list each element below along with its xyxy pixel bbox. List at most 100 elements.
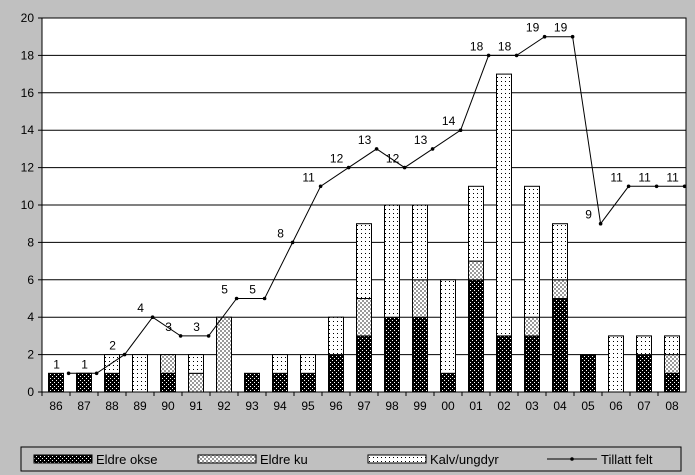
- bar-segment-eldre-okse: [300, 372, 316, 393]
- x-tick-label: 92: [217, 399, 231, 413]
- data-label: 14: [442, 114, 456, 128]
- data-label: 13: [414, 133, 428, 147]
- tillatt-felt-point: [178, 334, 183, 338]
- bar-segment-eldre-okse: [272, 372, 288, 393]
- x-tick-label: 95: [301, 399, 315, 413]
- data-label: 3: [193, 320, 200, 334]
- tillatt-felt-line: [66, 34, 687, 376]
- x-tick-label: 99: [413, 399, 427, 413]
- tillatt-felt-point: [682, 184, 687, 189]
- tillatt-felt-point: [66, 371, 71, 376]
- bar-segment-eldre-okse: [328, 354, 344, 393]
- bar-segment-eldre-okse: [580, 354, 596, 393]
- x-tick-label: 97: [357, 399, 371, 413]
- data-label: 9: [585, 208, 592, 222]
- tillatt-felt-point: [598, 221, 603, 226]
- data-label: 8: [277, 226, 284, 240]
- data-label: 11: [610, 170, 623, 184]
- y-tick-label: 20: [21, 11, 35, 25]
- x-tick-label: 02: [497, 399, 511, 413]
- y-tick-label: 0: [27, 385, 34, 399]
- y-tick-label: 10: [21, 198, 35, 212]
- bar-segment-eldre-ku: [552, 279, 568, 299]
- y-tick-label: 16: [21, 86, 35, 100]
- bar-segment-eldre-ku: [188, 372, 204, 393]
- x-tick-label: 86: [49, 399, 63, 413]
- tillatt-felt-point: [542, 34, 547, 39]
- x-tick-label: 90: [161, 399, 175, 413]
- bar-segment-kalv-ungdyr: [440, 279, 456, 374]
- bar-segment-eldre-okse: [356, 335, 372, 393]
- bar-segment-eldre-okse: [412, 316, 428, 393]
- bar-segment-kalv-ungdyr: [468, 185, 484, 262]
- tillatt-felt-point: [290, 240, 295, 245]
- bar-segment-eldre-okse: [496, 335, 512, 393]
- y-tick-label: 2: [27, 348, 34, 362]
- bars: [48, 73, 680, 393]
- legend-label-eldre-okse: Eldre okse: [96, 452, 157, 467]
- grid: [42, 17, 686, 393]
- legend-label-tillatt-felt: Tillatt felt: [601, 452, 653, 467]
- bar-segment-eldre-okse: [160, 372, 176, 393]
- data-label: 11: [666, 170, 679, 184]
- bar-segment-eldre-okse: [524, 335, 540, 393]
- x-tick-label: 98: [385, 399, 399, 413]
- x-tick-label: 01: [469, 399, 483, 413]
- bar-segment-eldre-ku: [216, 316, 232, 393]
- y-tick-label: 14: [21, 123, 35, 137]
- data-label: 18: [470, 39, 484, 53]
- x-tick-label: 03: [525, 399, 539, 413]
- tillatt-felt-point: [430, 147, 435, 151]
- tillatt-felt-point: [458, 128, 463, 132]
- bar-segment-eldre-okse: [104, 372, 120, 393]
- bar-segment-eldre-ku: [412, 279, 428, 318]
- x-tick-label: 08: [665, 399, 679, 413]
- data-label: 18: [498, 39, 512, 53]
- bar-segment-kalv-ungdyr: [356, 223, 372, 299]
- bar-segment-kalv-ungdyr: [524, 185, 540, 318]
- y-tick-label: 12: [21, 161, 35, 175]
- tillatt-felt-point: [206, 334, 211, 338]
- data-label: 12: [386, 152, 400, 166]
- x-tick-label: 94: [273, 399, 287, 413]
- tillatt-felt-point: [626, 184, 631, 189]
- tillatt-felt-point: [374, 147, 379, 151]
- bar-segment-kalv-ungdyr: [664, 335, 680, 356]
- tillatt-felt-point: [514, 53, 519, 58]
- bar-segment-eldre-okse: [440, 372, 456, 393]
- bar-segment-kalv-ungdyr: [300, 354, 316, 374]
- data-label: 13: [358, 133, 372, 147]
- bar-segment-kalv-ungdyr: [636, 335, 652, 356]
- bar-segment-eldre-okse: [664, 372, 680, 393]
- bar-segment-kalv-ungdyr: [608, 335, 624, 393]
- x-tick-label: 06: [609, 399, 623, 413]
- x-tick-label: 00: [441, 399, 455, 413]
- tillatt-felt-point: [262, 296, 267, 301]
- data-label: 4: [137, 301, 144, 315]
- x-tick-label: 07: [637, 399, 651, 413]
- bar-segment-eldre-ku: [468, 260, 484, 281]
- data-label: 12: [330, 152, 344, 166]
- y-tick-label: 8: [27, 235, 34, 249]
- x-tick-label: 93: [245, 399, 259, 413]
- x-tick-label: 04: [553, 399, 567, 413]
- bar-segment-kalv-ungdyr: [132, 354, 148, 393]
- bar-segment-eldre-okse: [76, 372, 92, 393]
- x-tick-label: 96: [329, 399, 343, 413]
- tillatt-felt-point: [122, 352, 127, 357]
- bar-segment-kalv-ungdyr: [104, 354, 120, 374]
- legend-label-eldre-ku: Eldre ku: [260, 452, 308, 467]
- tillatt-felt-point: [654, 184, 659, 189]
- legend-swatch-eldre-ku: [197, 454, 257, 464]
- tillatt-felt-point: [402, 165, 407, 170]
- bar-segment-kalv-ungdyr: [328, 316, 344, 356]
- data-label: 5: [221, 283, 228, 297]
- data-label: 19: [526, 21, 540, 35]
- legend-swatch-kalv-ungdyr: [367, 454, 427, 464]
- x-tick-label: 91: [189, 399, 203, 413]
- bar-segment-eldre-okse: [384, 316, 400, 393]
- bar-segment-eldre-ku: [664, 354, 680, 374]
- tillatt-felt-point: [234, 296, 239, 301]
- legend-marker-tillatt-felt: [570, 457, 574, 461]
